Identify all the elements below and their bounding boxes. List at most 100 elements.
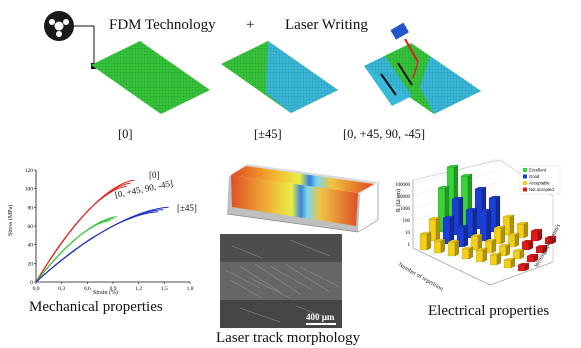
y-tick-label: 100 [25, 187, 34, 193]
bar-top [479, 208, 492, 212]
morphology-caption: Laser track morphology [216, 330, 361, 346]
bar-front [475, 249, 484, 263]
strain-axis-label: Strain (%) [93, 290, 118, 296]
bar-front [447, 241, 456, 257]
bar-top [428, 216, 441, 220]
z-tick-label: 1000 [400, 207, 411, 212]
bar-side [523, 221, 529, 239]
y-tick-label: 0 [30, 280, 33, 286]
bar-top [447, 239, 460, 243]
bar-front [489, 254, 498, 266]
bar-side [514, 232, 520, 248]
bar-top [484, 238, 497, 242]
z-tick-label: 10000 [398, 195, 411, 200]
curve-1-2 [35, 220, 111, 283]
bar-front [512, 250, 521, 260]
legend-swatch [523, 181, 527, 185]
bar-side [482, 247, 488, 263]
electrical-caption: Electrical properties [428, 303, 550, 319]
legend-label: Excellent [529, 168, 547, 173]
z-tick-label: 100 [403, 219, 411, 224]
bar-front [521, 241, 530, 251]
surface-profile-map [226, 164, 379, 233]
sem-micrograph [220, 234, 342, 328]
plate-quasi-iso [364, 43, 481, 114]
bar-top [460, 173, 473, 177]
z-tick-label: 1 [408, 243, 411, 248]
bar-side [426, 231, 432, 251]
bar-top [535, 244, 548, 248]
bar-top [442, 215, 455, 219]
bar-side [449, 215, 455, 245]
bar-top [437, 185, 450, 189]
plate-45 [221, 41, 338, 113]
bar-top [512, 248, 525, 252]
legend-label: Good [529, 174, 540, 179]
bar-side [440, 238, 446, 254]
x-tick-label: 0,0 [33, 286, 40, 292]
bar-side [491, 238, 497, 254]
legend-swatch [523, 174, 527, 179]
bar-top [507, 232, 520, 236]
bar-top [446, 164, 459, 168]
bar-side [500, 225, 506, 245]
bar-side [454, 239, 460, 257]
bar-top [526, 253, 539, 257]
series-label-45: [±45] [177, 203, 197, 213]
bar-top [498, 243, 511, 247]
y-tick-label: 40 [28, 243, 34, 249]
curve-0-2 [35, 185, 127, 283]
x-tick-label: 1,8 [187, 286, 194, 292]
x-tick-label: 0,3 [58, 286, 65, 292]
x-tick-label: 1,5 [161, 286, 168, 292]
laser-writing-label: Laser Writing [285, 17, 368, 33]
bar-side [435, 216, 441, 242]
y-tick-label: 120 [25, 168, 34, 174]
bar-side [509, 214, 515, 236]
bar-top [493, 225, 506, 229]
bar-top [474, 186, 487, 190]
bar-front [526, 255, 535, 263]
bar-side [486, 208, 492, 242]
legend-label: Not accepted [529, 187, 554, 192]
bar-top [489, 252, 502, 256]
bar-top [461, 246, 474, 250]
bar-front [419, 233, 428, 251]
resistance-axis-label: R (Ω/cm) [396, 189, 402, 212]
sem-scale-bar: 400 µm [306, 312, 335, 322]
z-tick-label: 10 [405, 231, 411, 236]
bar-top [544, 235, 557, 239]
bar-top [419, 231, 432, 235]
y-tick-label: 80 [28, 205, 34, 211]
laser-head-icon [390, 22, 419, 79]
bar-top [521, 239, 534, 243]
bar-front [433, 240, 442, 254]
bar-top [475, 247, 488, 251]
bar-front [503, 259, 512, 269]
bar-top [433, 238, 446, 242]
pattern-45-label: [±45] [254, 127, 282, 141]
bar-side [463, 224, 469, 248]
bar-top [488, 195, 501, 199]
bar-top [470, 233, 483, 237]
curve-2-2 [35, 211, 159, 283]
x-tick-label: 0,9 [110, 286, 117, 292]
bar-front [530, 230, 539, 242]
pattern-quasi-iso-label: [0, +45, 90, -45] [343, 127, 426, 141]
bar-front [517, 264, 526, 272]
bar-side [477, 233, 483, 251]
x-tick-label: 1,2 [135, 286, 142, 292]
y-tick-label: 20 [28, 261, 34, 267]
bar-top [517, 262, 530, 266]
bar-top [451, 196, 464, 200]
bar-top [503, 257, 516, 261]
bar-top [516, 221, 529, 225]
plate-0 [91, 41, 210, 114]
legend-swatch [523, 187, 527, 192]
z-tick-label: 100000 [395, 183, 411, 188]
legend-swatch [523, 168, 527, 172]
bar-front [461, 248, 470, 260]
